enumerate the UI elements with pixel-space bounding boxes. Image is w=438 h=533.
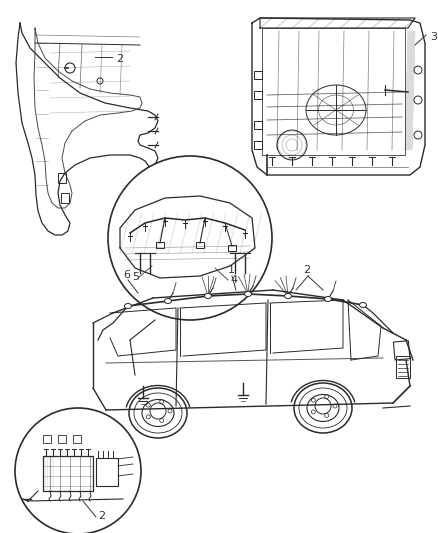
Ellipse shape xyxy=(244,292,251,296)
Bar xyxy=(43,435,51,443)
Bar xyxy=(254,71,262,79)
Text: 6: 6 xyxy=(123,270,130,280)
Ellipse shape xyxy=(124,303,131,309)
Ellipse shape xyxy=(360,303,367,308)
Bar xyxy=(254,121,262,129)
Text: 2: 2 xyxy=(303,265,310,275)
Text: 4: 4 xyxy=(230,275,237,285)
Bar xyxy=(254,91,262,99)
Text: 1: 1 xyxy=(228,265,235,275)
Text: 3: 3 xyxy=(430,32,437,42)
Ellipse shape xyxy=(285,294,292,298)
Bar xyxy=(393,341,410,360)
Text: 2: 2 xyxy=(98,511,105,521)
Bar xyxy=(96,458,118,486)
Text: 2: 2 xyxy=(116,54,123,64)
Bar xyxy=(73,435,81,443)
Bar xyxy=(196,242,204,248)
Bar xyxy=(43,456,93,491)
Bar xyxy=(228,245,236,251)
Bar xyxy=(58,173,66,183)
Circle shape xyxy=(15,408,141,533)
Bar xyxy=(156,242,164,248)
Text: 5: 5 xyxy=(132,272,139,282)
Ellipse shape xyxy=(325,296,332,302)
Ellipse shape xyxy=(165,298,172,303)
Ellipse shape xyxy=(205,294,212,298)
Bar xyxy=(254,141,262,149)
Bar xyxy=(61,193,69,203)
Circle shape xyxy=(108,156,272,320)
Bar xyxy=(58,435,66,443)
